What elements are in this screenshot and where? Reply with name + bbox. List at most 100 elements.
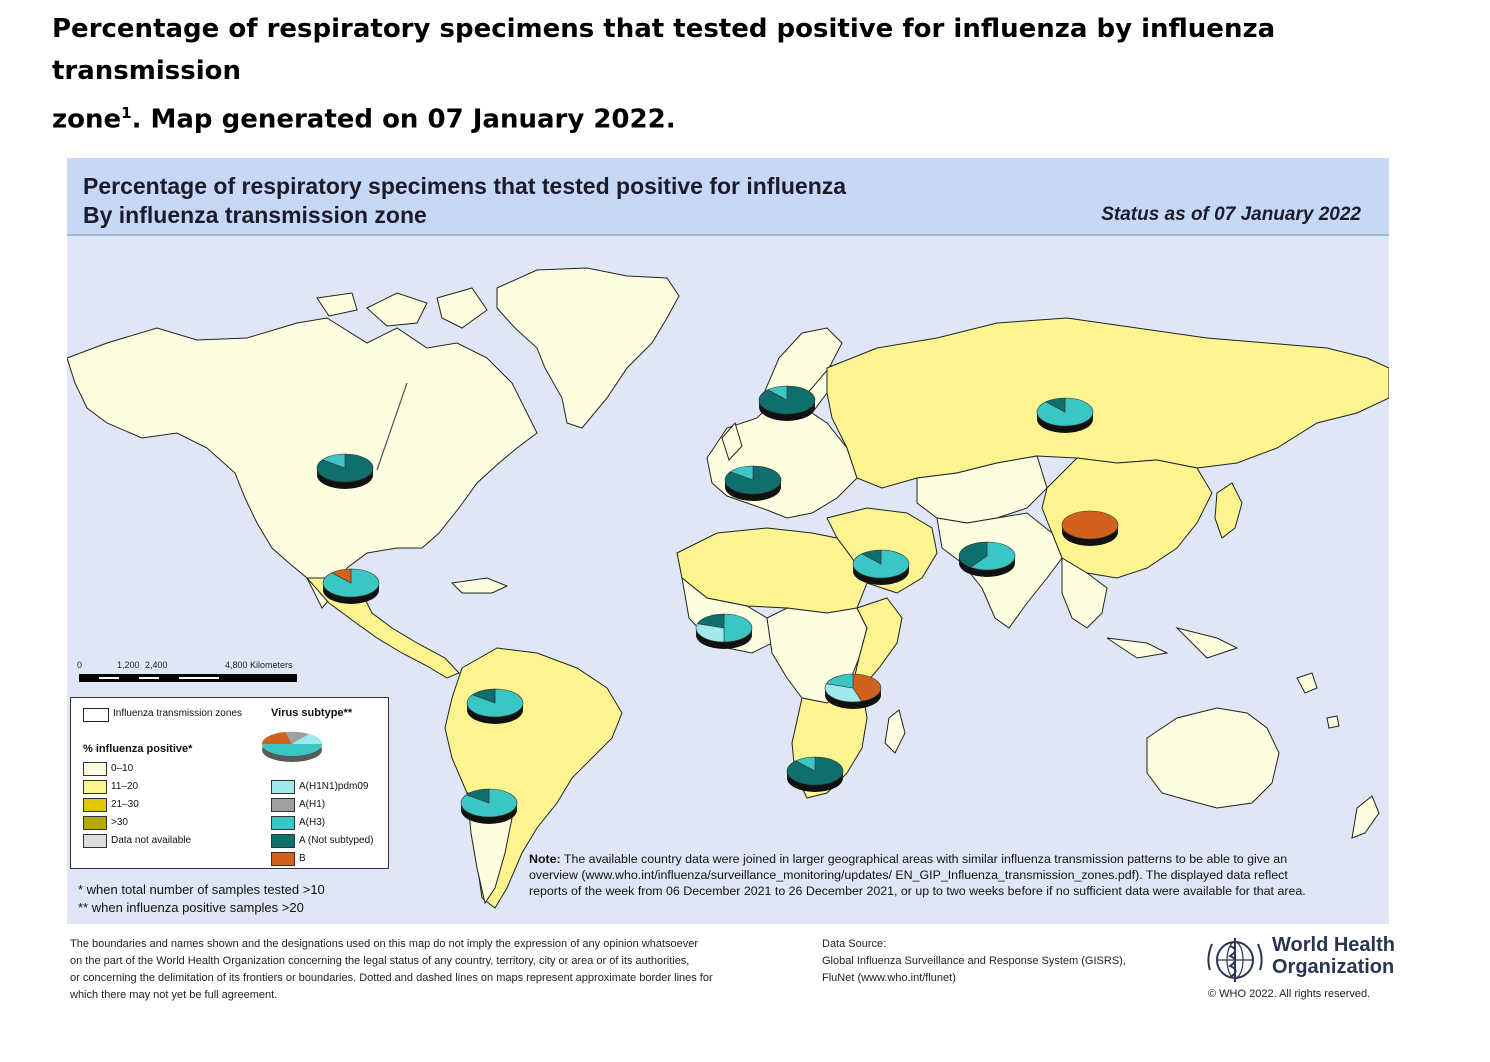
map-status: Status as of 07 January 2022 — [1101, 204, 1361, 225]
legend-label-21-30: 21–30 — [111, 799, 139, 810]
pie-slice-a_not_subtyped — [958, 541, 988, 568]
zone-swatch — [83, 708, 109, 722]
swatch-11-20 — [83, 780, 107, 794]
scale-label-0: 0 — [77, 660, 83, 670]
pie-slice-h3 — [767, 385, 788, 401]
map-title-line1: Percentage of respiratory specimens that… — [83, 173, 847, 199]
pct-positive-title: % influenza positive* — [83, 743, 193, 755]
pie-chart-3 — [460, 788, 518, 824]
world-map-svg — [67, 267, 1389, 909]
page-title-date: . Map generated on 07 January 2022. — [131, 104, 676, 135]
scale-label-4800: 4,800 Kilometers — [225, 660, 293, 670]
page-title-line2: zone1. Map generated on 07 January 2022. — [52, 92, 1432, 141]
disclaimer-line: or concerning the delimitation of its fr… — [70, 972, 713, 984]
swatch-h1 — [271, 798, 295, 812]
swatch-no-data — [83, 834, 107, 848]
pie-chart-8 — [958, 541, 1016, 577]
land-japan — [1214, 482, 1243, 539]
map-title: Percentage of respiratory specimens that… — [83, 172, 846, 230]
who-name-line2: Organization — [1272, 956, 1395, 978]
legend-label-over-30: >30 — [111, 817, 128, 828]
land-australia — [1146, 707, 1280, 809]
pie-slice-b — [852, 673, 882, 702]
pie-slice-h3 — [729, 465, 754, 481]
pie-chart-2 — [466, 688, 524, 724]
legend-label-h3: A(H3) — [299, 817, 326, 828]
legend-label-h1n1pdm09: A(H1N1)pdm09 — [299, 781, 369, 792]
pie-slice-h3 — [795, 756, 816, 772]
note-label: Note: — [529, 852, 561, 866]
legend-label-11-20: 11–20 — [111, 781, 139, 792]
disclaimer: The boundaries and names shown and the d… — [70, 936, 810, 1004]
legend-sample-pie — [261, 731, 323, 762]
who-emblem-icon — [1207, 938, 1263, 982]
map-header: Percentage of respiratory specimens that… — [67, 158, 1389, 236]
pie-slice-h3 — [723, 613, 753, 643]
swatch-over-30 — [83, 816, 107, 830]
pie-slice-a_not_subtyped — [696, 613, 725, 629]
land-new-zealand — [1351, 795, 1380, 839]
page-title-line1: Percentage of respiratory specimens that… — [52, 14, 1276, 86]
legend: Influenza transmission zones Virus subty… — [70, 697, 389, 869]
virus-subtype-title: Virus subtype** — [271, 707, 353, 719]
footnote-positive-samples: ** when influenza positive samples >20 — [78, 900, 304, 915]
who-copyright: © WHO 2022. All rights reserved. — [1208, 988, 1371, 1000]
land-central-asia — [916, 455, 1048, 524]
who-name-line1: World Health — [1272, 934, 1395, 956]
land-arctic-islands — [316, 287, 488, 329]
footnote-samples-tested: * when total number of samples tested >1… — [78, 882, 325, 897]
pie-slice-a_not_subtyped — [861, 549, 882, 565]
pie-slice-h3 — [825, 673, 854, 689]
pie-slice-h1n1pdm09 — [824, 683, 863, 703]
pie-slice-h1n1pdm09 — [695, 623, 725, 643]
scale-bar: 0 1,200 2,400 4,800 Kilometers — [77, 660, 317, 686]
scale-label-2400: 2,400 — [145, 660, 168, 670]
pie-chart-11 — [1036, 397, 1094, 433]
disclaimer-line: on the part of the World Health Organiza… — [70, 955, 690, 967]
swatch-b — [271, 852, 295, 866]
pie-slice-b — [1061, 510, 1119, 540]
map-title-line2: By influenza transmission zone — [83, 202, 427, 228]
disclaimer-line: The boundaries and names shown and the d… — [70, 938, 699, 950]
land-pacific-islands — [1296, 672, 1340, 729]
pie-chart-10 — [786, 756, 844, 792]
zone-label: Influenza transmission zones — [113, 708, 242, 719]
footnote-ref: 1 — [121, 104, 132, 122]
swatch-a-not-subtyped — [271, 834, 295, 848]
swatch-h3 — [271, 816, 295, 830]
land-uk — [721, 421, 743, 461]
pie-slice-a_not_subtyped — [471, 688, 496, 704]
pie-chart-0 — [316, 453, 374, 489]
legend-label-a-not-subtyped: A (Not subtyped) — [299, 835, 374, 846]
land-russia — [826, 317, 1389, 489]
pie-charts-layer — [316, 385, 1119, 824]
map-note: Note: The available country data were jo… — [529, 851, 1319, 899]
scale-bar-graphic — [79, 674, 297, 682]
scale-label-1200: 1,200 — [117, 660, 140, 670]
land-southeast-asia — [1061, 557, 1239, 659]
pie-chart-9 — [824, 673, 882, 709]
pie-leader-line — [376, 382, 408, 471]
pie-chart-12 — [1061, 510, 1119, 546]
scale-segment — [99, 677, 119, 679]
page-title-zone: zone — [52, 104, 122, 135]
pie-chart-1 — [322, 568, 380, 604]
land-greenland — [496, 267, 680, 429]
pie-chart-4 — [758, 385, 816, 421]
note-text: The available country data were joined i… — [529, 852, 1306, 898]
swatch-0-10 — [83, 762, 107, 776]
pie-chart-5 — [724, 465, 782, 501]
swatch-21-30 — [83, 798, 107, 812]
land-north-america — [67, 317, 538, 609]
data-source-label: Data Source: — [822, 938, 887, 950]
pie-slice-a_not_subtyped — [1045, 397, 1066, 413]
page-title: Percentage of respiratory specimens that… — [52, 8, 1432, 141]
legend-label-0-10: 0–10 — [111, 763, 134, 774]
legend-label-h1: A(H1) — [299, 799, 326, 810]
scale-segment — [179, 677, 219, 679]
data-source-flunet: FluNet (www.who.int/flunet) — [822, 972, 956, 984]
land-madagascar — [884, 709, 906, 754]
land-caribbean — [450, 577, 509, 594]
legend-label-no-data: Data not available — [111, 835, 192, 846]
scale-segment — [139, 677, 159, 679]
